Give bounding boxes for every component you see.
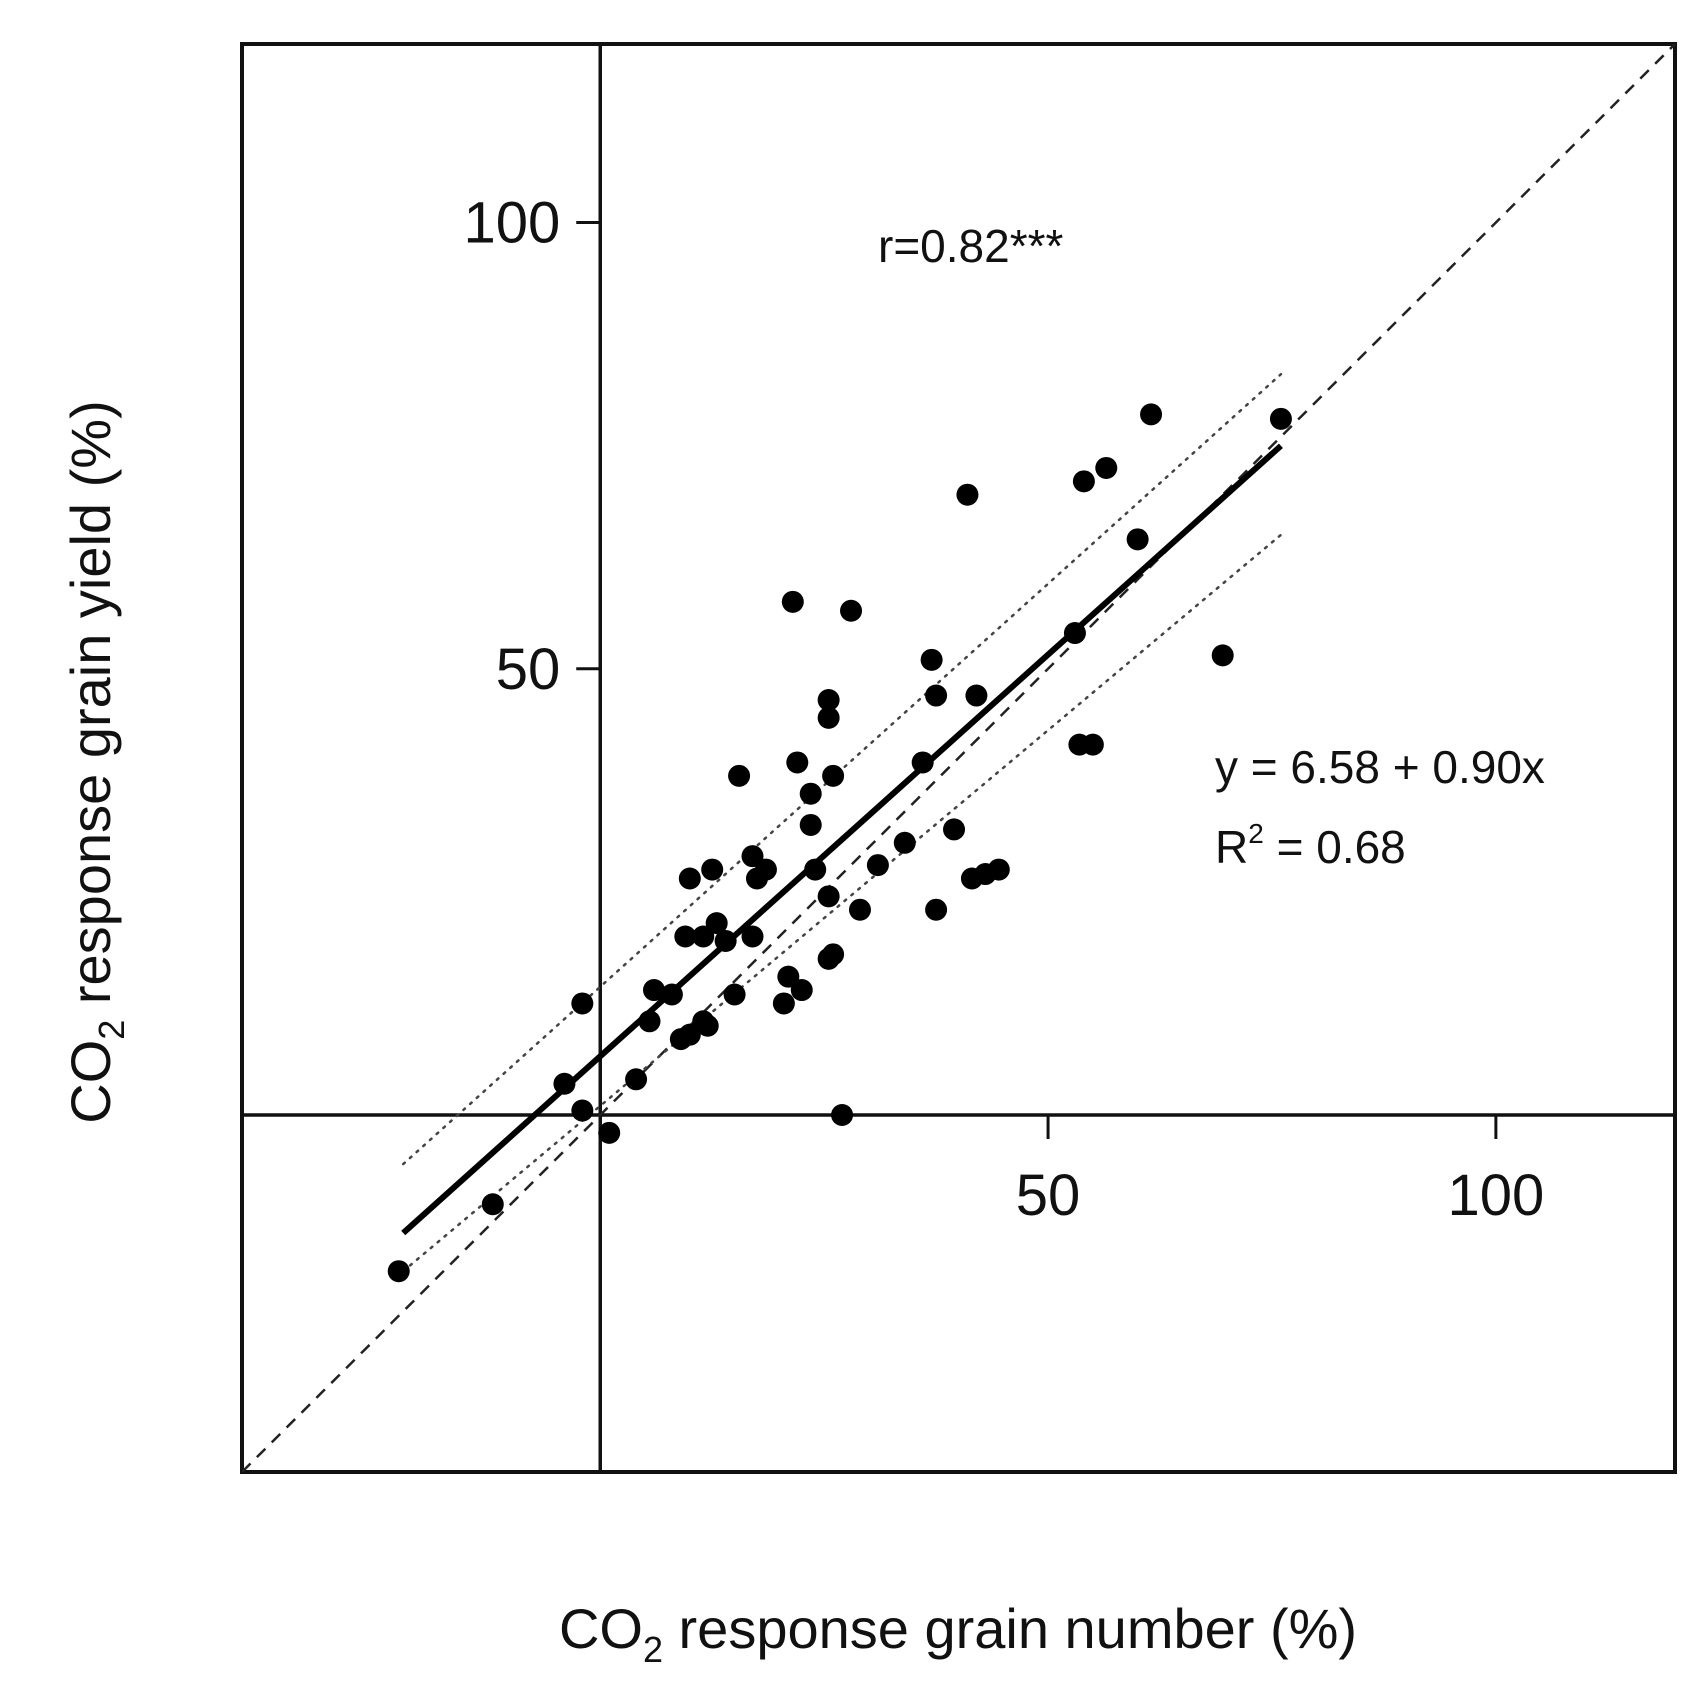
data-point [777,965,800,988]
data-point [925,684,948,707]
y-axis-title: CO2 response grain yield (%) [59,400,132,1123]
data-point [1081,733,1104,756]
data-point [1072,470,1095,493]
data-point [553,1072,576,1095]
x-axis-ticks: 50 100 [1016,1115,1544,1228]
data-point [387,1260,410,1283]
data-point [571,992,594,1015]
data-point [481,1193,504,1216]
data-point [956,483,979,506]
x-axis-title: CO2 response grain number (%) [559,1597,1357,1670]
data-point [817,688,840,711]
data-point [822,764,845,787]
data-point [893,831,916,854]
data-point [678,1023,701,1046]
data-point [678,867,701,890]
data-point [799,782,822,805]
data-point [714,929,737,952]
plot-frame [240,42,1677,1474]
data-point [831,1104,854,1126]
data-point [701,858,724,881]
data-point [692,925,715,948]
data-point [1126,528,1149,551]
data-points [387,403,1292,1283]
data-point [741,845,764,868]
x-tick-label: 100 [1447,1163,1544,1228]
data-point [772,992,795,1015]
data-point [1063,622,1086,645]
data-point [925,898,948,921]
data-point [781,590,804,613]
r-squared-label: R2 = 0.68 [1215,818,1406,873]
regression-line [401,443,1283,1236]
data-point [1211,644,1234,667]
data-point [638,1010,661,1033]
data-point [817,706,840,729]
data-point [987,858,1010,881]
data-point [674,925,697,948]
data-point [840,599,863,622]
data-point [754,858,777,881]
data-point [1140,403,1163,426]
y-tick-label: 100 [463,191,560,256]
data-point [822,943,845,966]
regression-equation: y = 6.58 + 0.90x [1215,741,1545,793]
data-point [866,854,889,877]
correlation-label: r=0.82*** [878,220,1064,272]
data-point [799,813,822,836]
x-tick-label: 50 [1016,1163,1081,1228]
data-point [965,684,988,707]
data-point [660,983,683,1006]
data-point [696,1014,719,1037]
data-point [571,1099,594,1122]
data-point [790,979,813,1002]
data-point [642,979,665,1002]
data-point [705,912,728,935]
data-point [728,764,751,787]
data-point [911,751,934,774]
y-axis-ticks: 50 100 [463,191,601,702]
data-point [848,898,871,921]
confidence-band-upper [401,372,1283,1166]
data-point [786,751,809,774]
data-point [1095,456,1118,479]
data-point [598,1121,621,1144]
identity-dashed-line [241,43,1676,1473]
y-tick-label: 50 [496,637,561,702]
data-point [804,858,827,881]
data-point [625,1068,648,1091]
data-point [920,648,943,671]
data-point [723,983,746,1006]
confidence-band-lower [401,533,1283,1273]
data-point [1269,407,1292,430]
data-point [741,925,764,948]
data-point [943,818,966,841]
data-point [817,885,840,908]
